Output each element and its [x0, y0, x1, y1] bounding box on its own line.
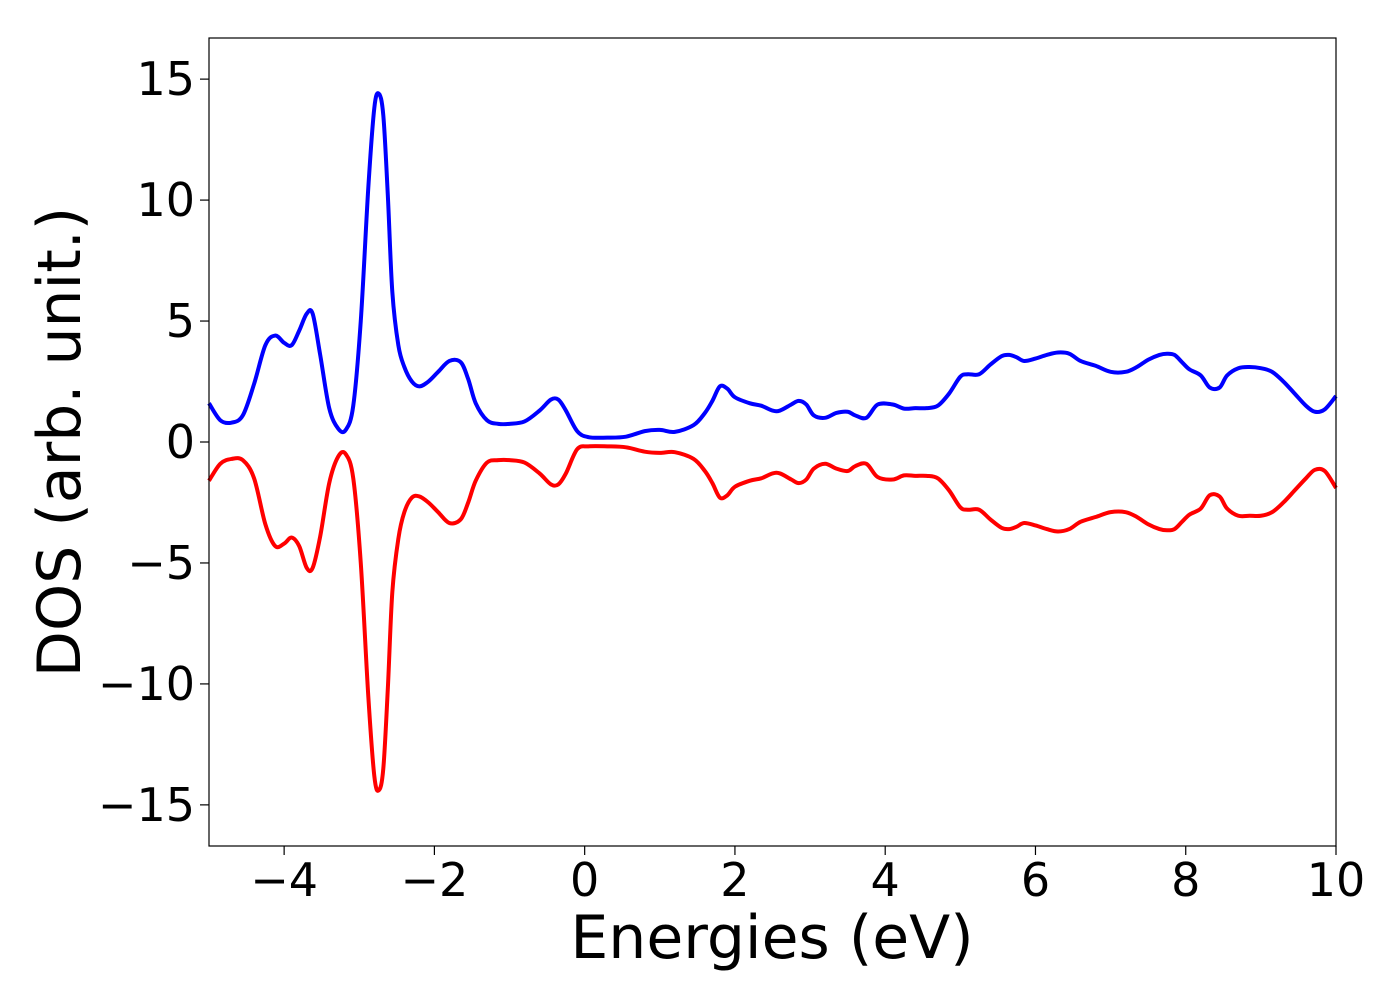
- x-tick-label: 0: [570, 853, 599, 907]
- y-tick-label: 5: [166, 294, 195, 348]
- x-axis-label: Energies (eV): [570, 903, 973, 973]
- x-tick-label: 6: [1021, 853, 1050, 907]
- series-layer: [207, 91, 1338, 793]
- x-tick-label: −4: [250, 853, 318, 907]
- plot-frame: [208, 37, 1337, 847]
- x-tick-label: −2: [400, 853, 468, 907]
- y-tick-label: −15: [98, 778, 195, 832]
- y-tick-label: 15: [136, 52, 195, 106]
- x-tick-label: 8: [1171, 853, 1200, 907]
- y-tick-label: −10: [98, 657, 195, 711]
- y-tick-label: 0: [166, 415, 195, 469]
- series-line-2: [207, 444, 1338, 793]
- y-axis-label: DOS (arb. unit.): [25, 207, 95, 677]
- x-tick-label: 10: [1307, 853, 1366, 907]
- series-line-1: [207, 91, 1338, 440]
- y-tick-label: 10: [136, 173, 195, 227]
- x-tick-label: 4: [871, 853, 900, 907]
- x-tick-label: 2: [720, 853, 749, 907]
- ticks-layer: −4 −2 0 2 4 6 8 10 −15 −10 −5 0 5 10 15: [98, 52, 1365, 907]
- y-tick-label: −5: [127, 536, 195, 590]
